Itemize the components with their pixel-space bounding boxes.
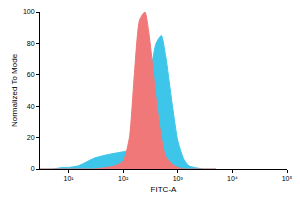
svg-text:20: 20 [27,134,35,141]
svg-text:10⁵: 10⁵ [282,175,293,182]
svg-text:40: 40 [27,103,35,110]
svg-text:10²: 10² [118,175,129,182]
svg-text:Normalized To Mode: Normalized To Mode [10,53,19,127]
svg-text:80: 80 [27,40,35,47]
svg-text:FITC-A: FITC-A [151,185,177,194]
svg-text:10¹: 10¹ [63,175,74,182]
svg-text:10³: 10³ [173,175,184,182]
svg-text:60: 60 [27,71,35,78]
svg-text:10⁴: 10⁴ [227,175,238,182]
svg-text:0: 0 [31,165,35,172]
svg-text:100: 100 [23,8,35,15]
